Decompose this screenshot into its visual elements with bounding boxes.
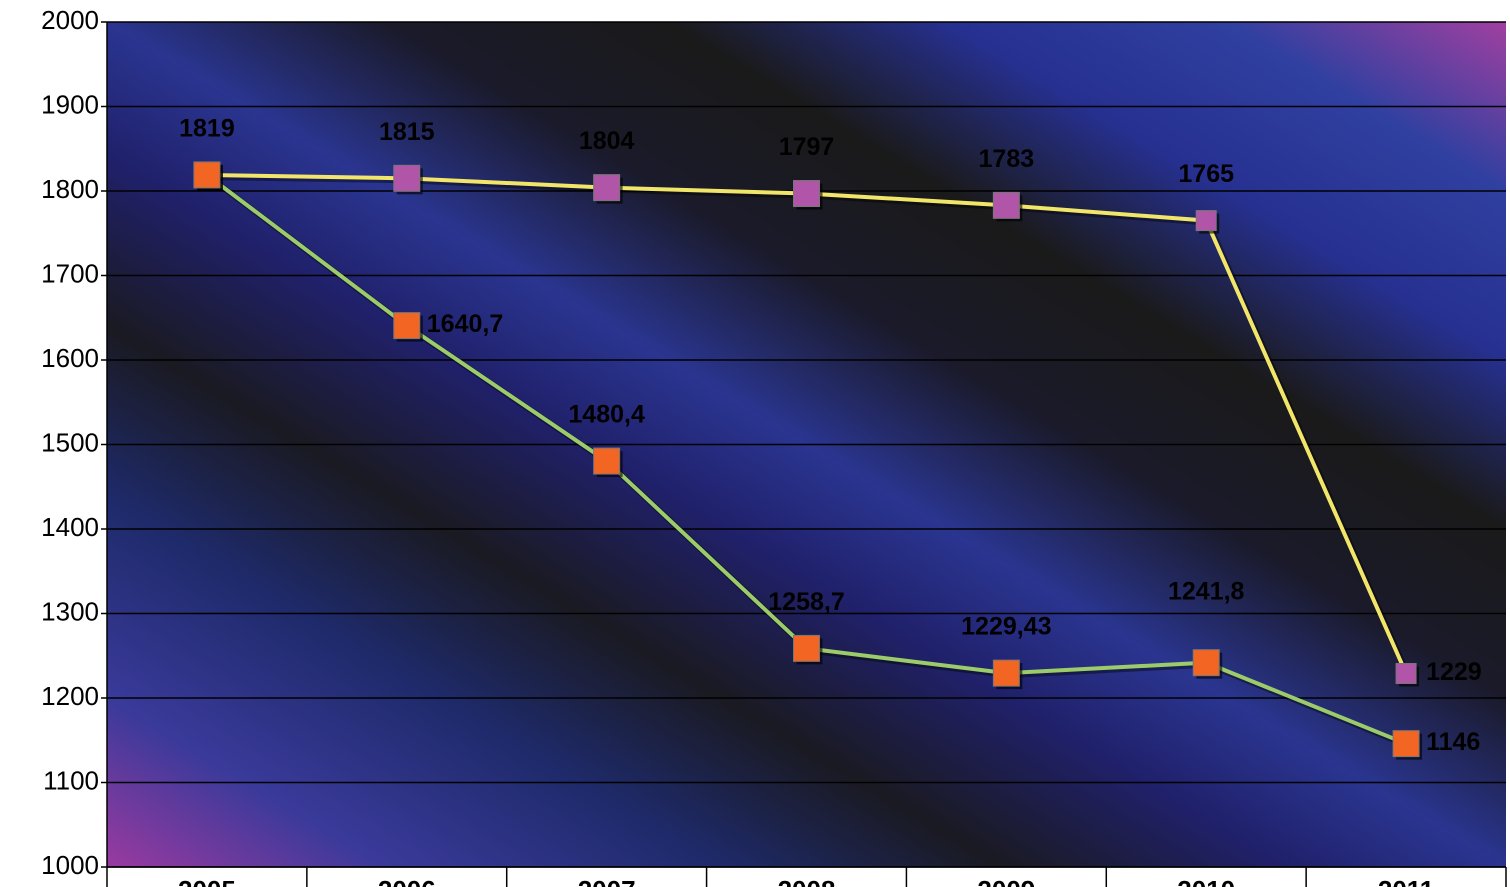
value-label: 1480,4: [568, 401, 645, 429]
y-tick-label: 1100: [43, 765, 99, 795]
y-tick-label: 1300: [41, 596, 99, 626]
x-tick-label: 2006: [378, 875, 436, 887]
y-tick-label: 2000: [41, 5, 99, 35]
marker: [992, 659, 1020, 687]
value-label: 1229: [1426, 658, 1482, 686]
x-tick-label: 2005: [178, 875, 236, 887]
value-label: 1258,7: [768, 588, 844, 616]
value-label: 1797: [779, 133, 835, 161]
y-tick-label: 1400: [41, 512, 99, 542]
y-tick-label: 1200: [41, 681, 99, 711]
x-tick-label: 2009: [977, 875, 1035, 887]
marker: [793, 634, 820, 662]
marker: [1195, 210, 1217, 232]
marker: [1192, 649, 1220, 677]
marker: [992, 191, 1020, 219]
marker: [193, 161, 221, 189]
value-label: 1815: [379, 118, 435, 146]
y-tick-label: 1000: [41, 850, 99, 880]
value-label: 1241,8: [1168, 577, 1245, 605]
marker: [393, 164, 421, 192]
marker: [393, 312, 421, 340]
marker: [593, 447, 621, 475]
x-tick-label: 2007: [578, 875, 636, 887]
value-label: 1783: [979, 145, 1035, 173]
marker: [1395, 662, 1417, 684]
value-label: 1640,7: [427, 310, 503, 338]
x-tick-label: 2011: [1378, 875, 1434, 887]
marker: [793, 180, 820, 208]
marker: [593, 174, 621, 202]
value-label: 1804: [579, 127, 635, 155]
x-tick-label: 2008: [778, 875, 836, 887]
y-tick-label: 1600: [41, 343, 99, 373]
y-tick-label: 1900: [41, 89, 99, 119]
marker: [1392, 730, 1420, 758]
y-tick-label: 1500: [41, 427, 99, 457]
value-label: 1765: [1178, 160, 1234, 188]
value-label: 1819: [179, 115, 235, 143]
x-tick-label: 2010: [1177, 875, 1235, 887]
y-tick-label: 1700: [41, 258, 99, 288]
value-label: 1146: [1426, 728, 1480, 756]
y-tick-label: 1800: [41, 174, 99, 204]
value-label: 1229,43: [961, 613, 1051, 641]
